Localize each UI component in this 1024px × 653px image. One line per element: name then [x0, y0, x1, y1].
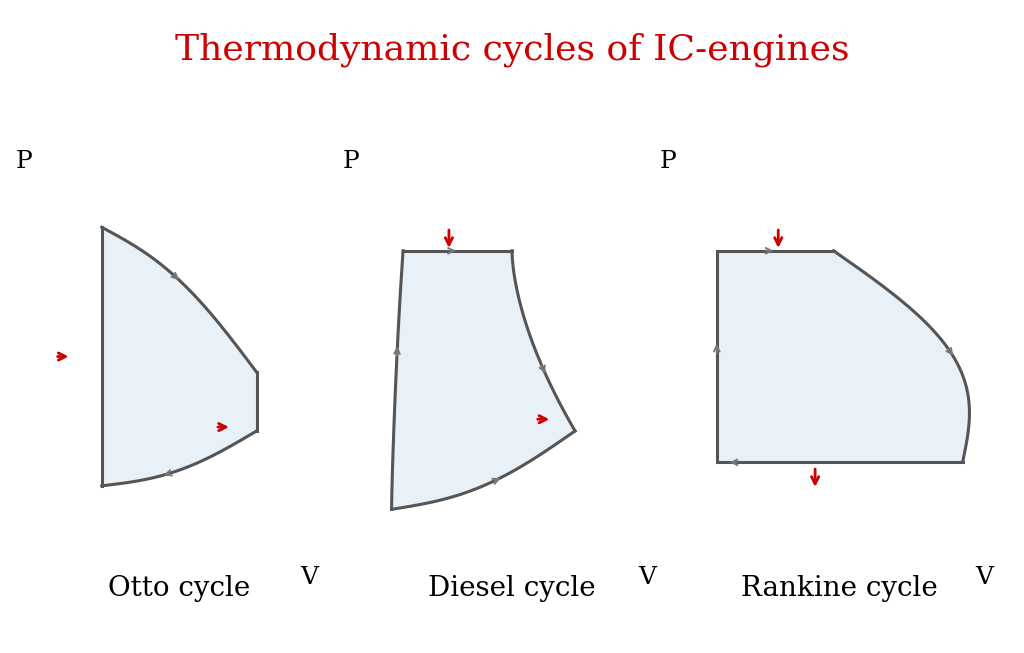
Text: P: P	[16, 150, 33, 174]
Polygon shape	[101, 227, 257, 486]
Text: P: P	[343, 150, 359, 174]
Text: V: V	[638, 565, 655, 589]
Text: Thermodynamic cycles of IC-engines: Thermodynamic cycles of IC-engines	[175, 33, 849, 67]
Polygon shape	[391, 251, 575, 509]
Text: Otto cycle: Otto cycle	[109, 575, 250, 601]
Text: Rankine cycle: Rankine cycle	[741, 575, 938, 601]
Text: P: P	[659, 150, 676, 174]
Text: V: V	[300, 565, 318, 589]
Polygon shape	[717, 251, 970, 462]
Text: V: V	[975, 565, 993, 589]
Text: Diesel cycle: Diesel cycle	[428, 575, 596, 601]
